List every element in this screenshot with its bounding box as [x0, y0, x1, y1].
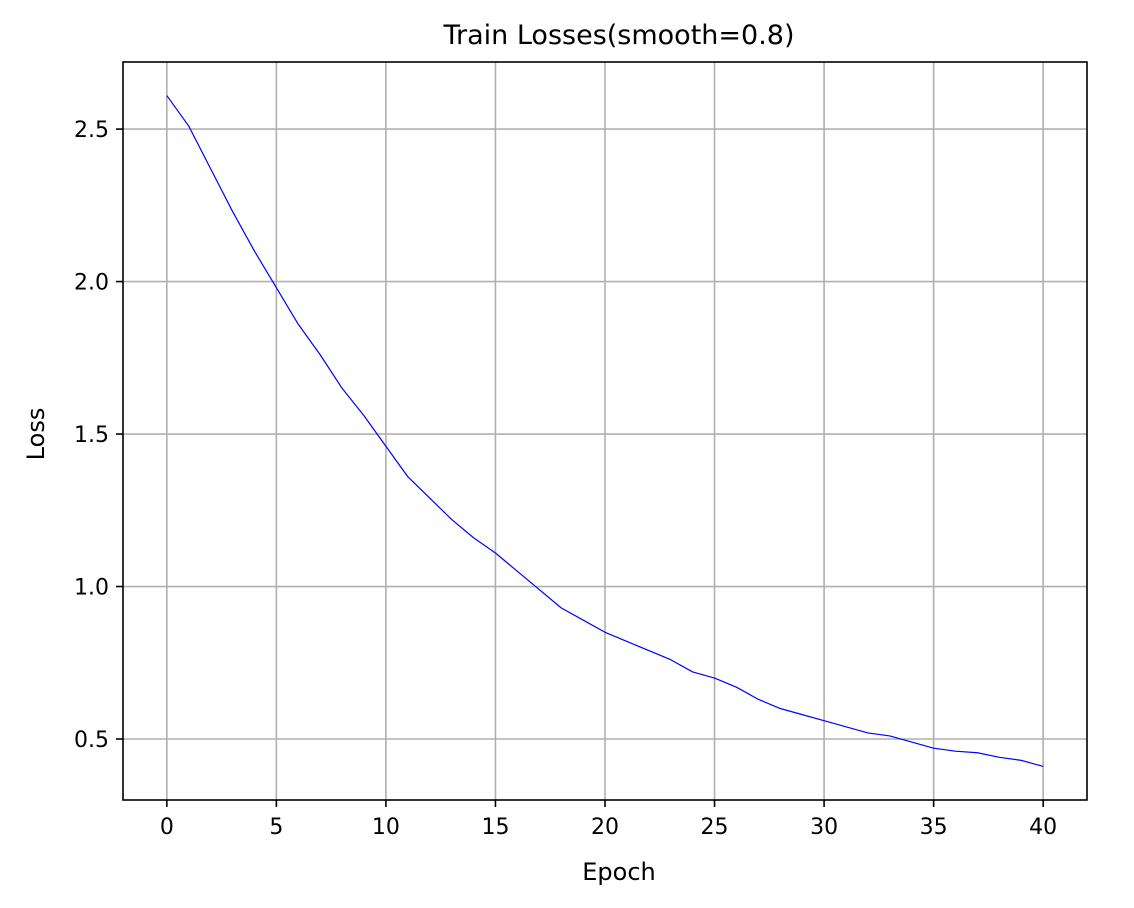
x-tick-label: 25	[701, 815, 729, 840]
line-layer	[166, 95, 1044, 768]
x-tick-label: 20	[591, 815, 619, 840]
y-tick-label: 1.5	[74, 423, 109, 448]
x-tick-label: 35	[920, 815, 948, 840]
y-tick-label: 2.5	[74, 118, 109, 143]
x-tick-label: 0	[160, 815, 174, 840]
loss-series-line	[166, 95, 1044, 768]
y-axis-label: Loss	[22, 408, 50, 461]
x-axis-label: Epoch	[582, 858, 656, 886]
x-tick-label: 15	[481, 815, 509, 840]
x-tick-label: 5	[269, 815, 283, 840]
x-tick-label: 40	[1029, 815, 1057, 840]
chart-title: Train Losses(smooth=0.8)	[443, 20, 795, 51]
y-tick-label: 0.5	[74, 728, 109, 753]
tick-layer: 0 5 10 15 20 25 30 35 40 0.5 1.0 1.5 2.0 2.5	[74, 118, 1057, 840]
y-tick-label: 2.0	[74, 271, 109, 296]
x-tick-label: 10	[372, 815, 400, 840]
x-tick-label: 30	[810, 815, 838, 840]
grid-layer	[123, 62, 1087, 800]
y-tick-label: 1.0	[74, 576, 109, 601]
